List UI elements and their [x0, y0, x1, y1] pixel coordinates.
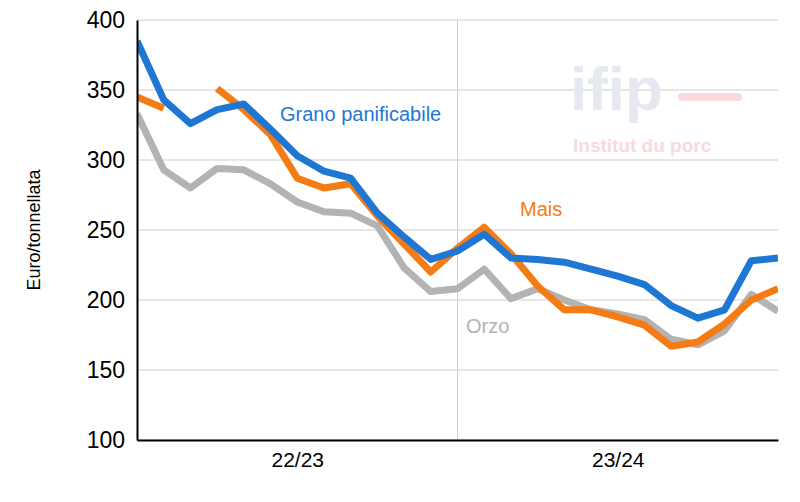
- chart: 100 150 200 250 300 350 400 22/23 23/24 ifip Insti…: [0, 0, 800, 502]
- watermark-bar: [678, 93, 742, 101]
- y-tick: 250: [87, 217, 137, 243]
- grid-line: [137, 440, 778, 441]
- y-tick: 300: [87, 147, 137, 173]
- lines: [137, 41, 778, 346]
- y-axis-line: [137, 21, 139, 441]
- x-axis-line: [138, 440, 779, 442]
- y-axis-title: Euro/tonnellata: [24, 168, 44, 290]
- series-label: Mais: [520, 198, 562, 220]
- series-label: Grano panificabile: [280, 103, 441, 125]
- y-tick-label: 100: [87, 427, 125, 453]
- x-axis: 22/23 23/24: [138, 440, 779, 471]
- season-divider: [457, 20, 458, 440]
- watermark: Institut du porc: [573, 135, 712, 156]
- x-tick: 23/24: [592, 440, 645, 471]
- y-tick-label: 400: [87, 7, 125, 33]
- series-label: Orzo: [466, 315, 509, 337]
- y-tick-label: 350: [87, 77, 125, 103]
- y-axis: 100 150 200 250 300 350 400: [87, 7, 138, 453]
- y-tick-label: 200: [87, 287, 125, 313]
- x-tick-label: 23/24: [592, 448, 645, 471]
- y-tick-label: 250: [87, 217, 125, 243]
- watermark: ifip: [570, 54, 663, 123]
- y-tick: 400: [87, 7, 137, 33]
- x-tick: 22/23: [271, 440, 324, 471]
- y-tick-label: 300: [87, 147, 125, 173]
- y-tick: 150: [87, 357, 137, 383]
- plot: 100 150 200 250 300 350 400 22/23 23/24: [87, 7, 779, 471]
- y-tick: 200: [87, 287, 137, 313]
- y-tick: 350: [87, 77, 137, 103]
- series-line: [137, 41, 778, 318]
- y-tick-label: 150: [87, 357, 125, 383]
- grid: [137, 20, 778, 440]
- y-tick: 100: [87, 427, 137, 453]
- x-tick-label: 22/23: [271, 448, 324, 471]
